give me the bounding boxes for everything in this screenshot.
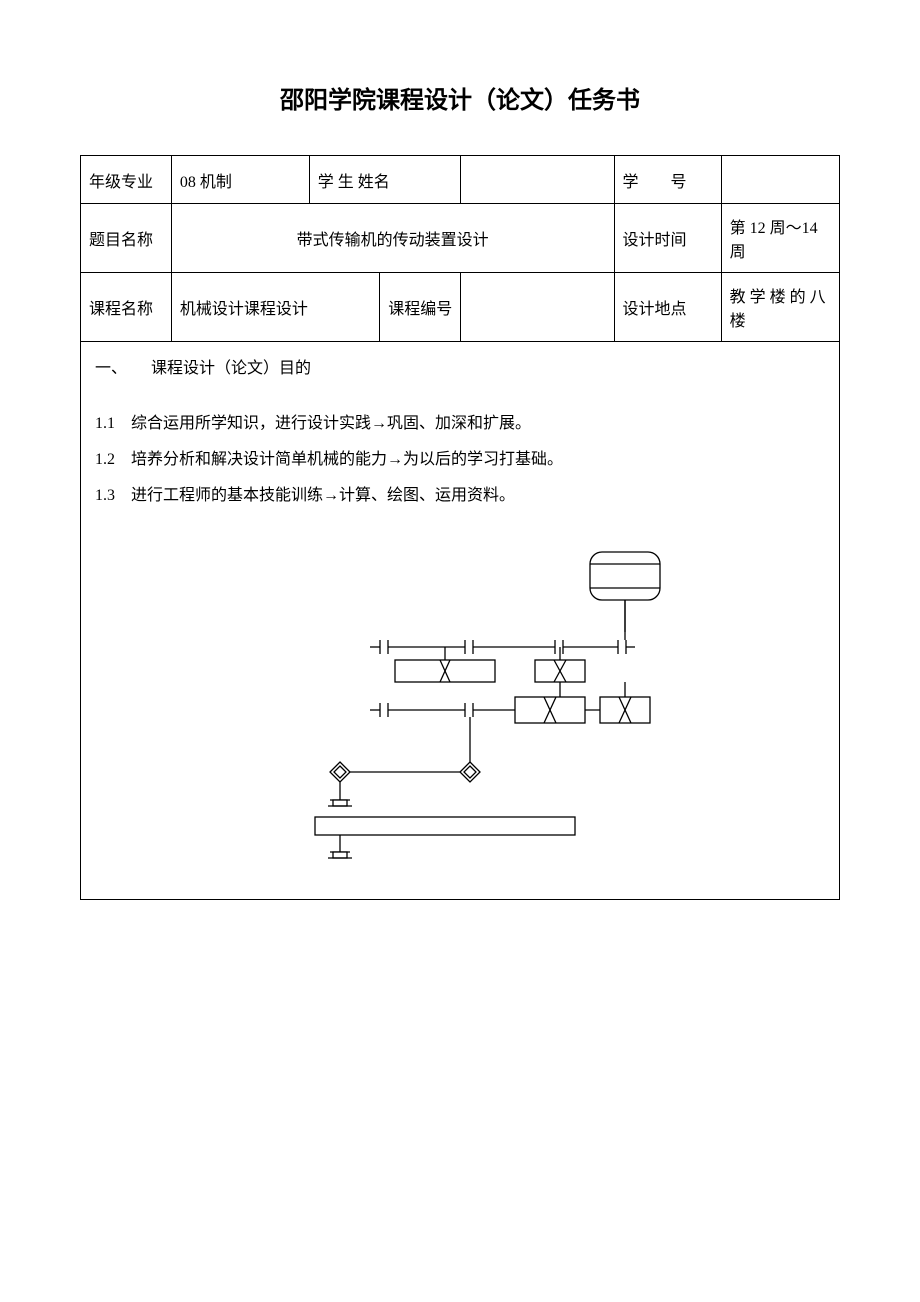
value-grade-major: 08 机制 — [171, 156, 309, 204]
task-table: 年级专业 08 机制 学 生 姓名 学 号 题目名称 带式传输机的传动装置设计 … — [80, 155, 840, 900]
value-design-time: 第 12 周～14周 — [721, 204, 839, 273]
value-course-name: 机械设计课程设计 — [171, 273, 379, 342]
transmission-diagram — [95, 542, 825, 887]
label-design-time: 设计时间 — [614, 204, 721, 273]
table-row: 课程名称 机械设计课程设计 课程编号 设计地点 教 学 楼 的 八楼 — [81, 273, 840, 342]
section-body: 1.1 综合运用所学知识，进行设计实践→巩固、加深和扩展。 1.2 培养分析和解… — [95, 408, 825, 512]
label-course-name: 课程名称 — [81, 273, 172, 342]
section-item: 1.2 培养分析和解决设计简单机械的能力→为以后的学习打基础。 — [95, 444, 825, 476]
label-topic-name: 题目名称 — [81, 204, 172, 273]
label-grade-major: 年级专业 — [81, 156, 172, 204]
label-design-place: 设计地点 — [614, 273, 721, 342]
value-topic-name: 带式传输机的传动装置设计 — [171, 204, 614, 273]
page-title: 邵阳学院课程设计（论文）任务书 — [80, 80, 840, 115]
table-row: 题目名称 带式传输机的传动装置设计 设计时间 第 12 周～14周 — [81, 204, 840, 273]
diagram-svg — [220, 542, 700, 882]
content-row: 一、 课程设计（论文）目的 1.1 综合运用所学知识，进行设计实践→巩固、加深和… — [81, 342, 840, 900]
section-item: 1.3 进行工程师的基本技能训练→计算、绘图、运用资料。 — [95, 480, 825, 512]
label-course-code: 课程编号 — [380, 273, 461, 342]
value-course-code — [461, 273, 614, 342]
table-row: 年级专业 08 机制 学 生 姓名 学 号 — [81, 156, 840, 204]
value-design-place: 教 学 楼 的 八楼 — [721, 273, 839, 342]
content-cell: 一、 课程设计（论文）目的 1.1 综合运用所学知识，进行设计实践→巩固、加深和… — [81, 342, 840, 900]
section-header: 一、 课程设计（论文）目的 — [95, 354, 825, 378]
value-student-name — [461, 156, 614, 204]
section-item: 1.1 综合运用所学知识，进行设计实践→巩固、加深和扩展。 — [95, 408, 825, 440]
label-student-name: 学 生 姓名 — [309, 156, 461, 204]
label-student-id: 学 号 — [614, 156, 721, 204]
value-student-id — [721, 156, 839, 204]
